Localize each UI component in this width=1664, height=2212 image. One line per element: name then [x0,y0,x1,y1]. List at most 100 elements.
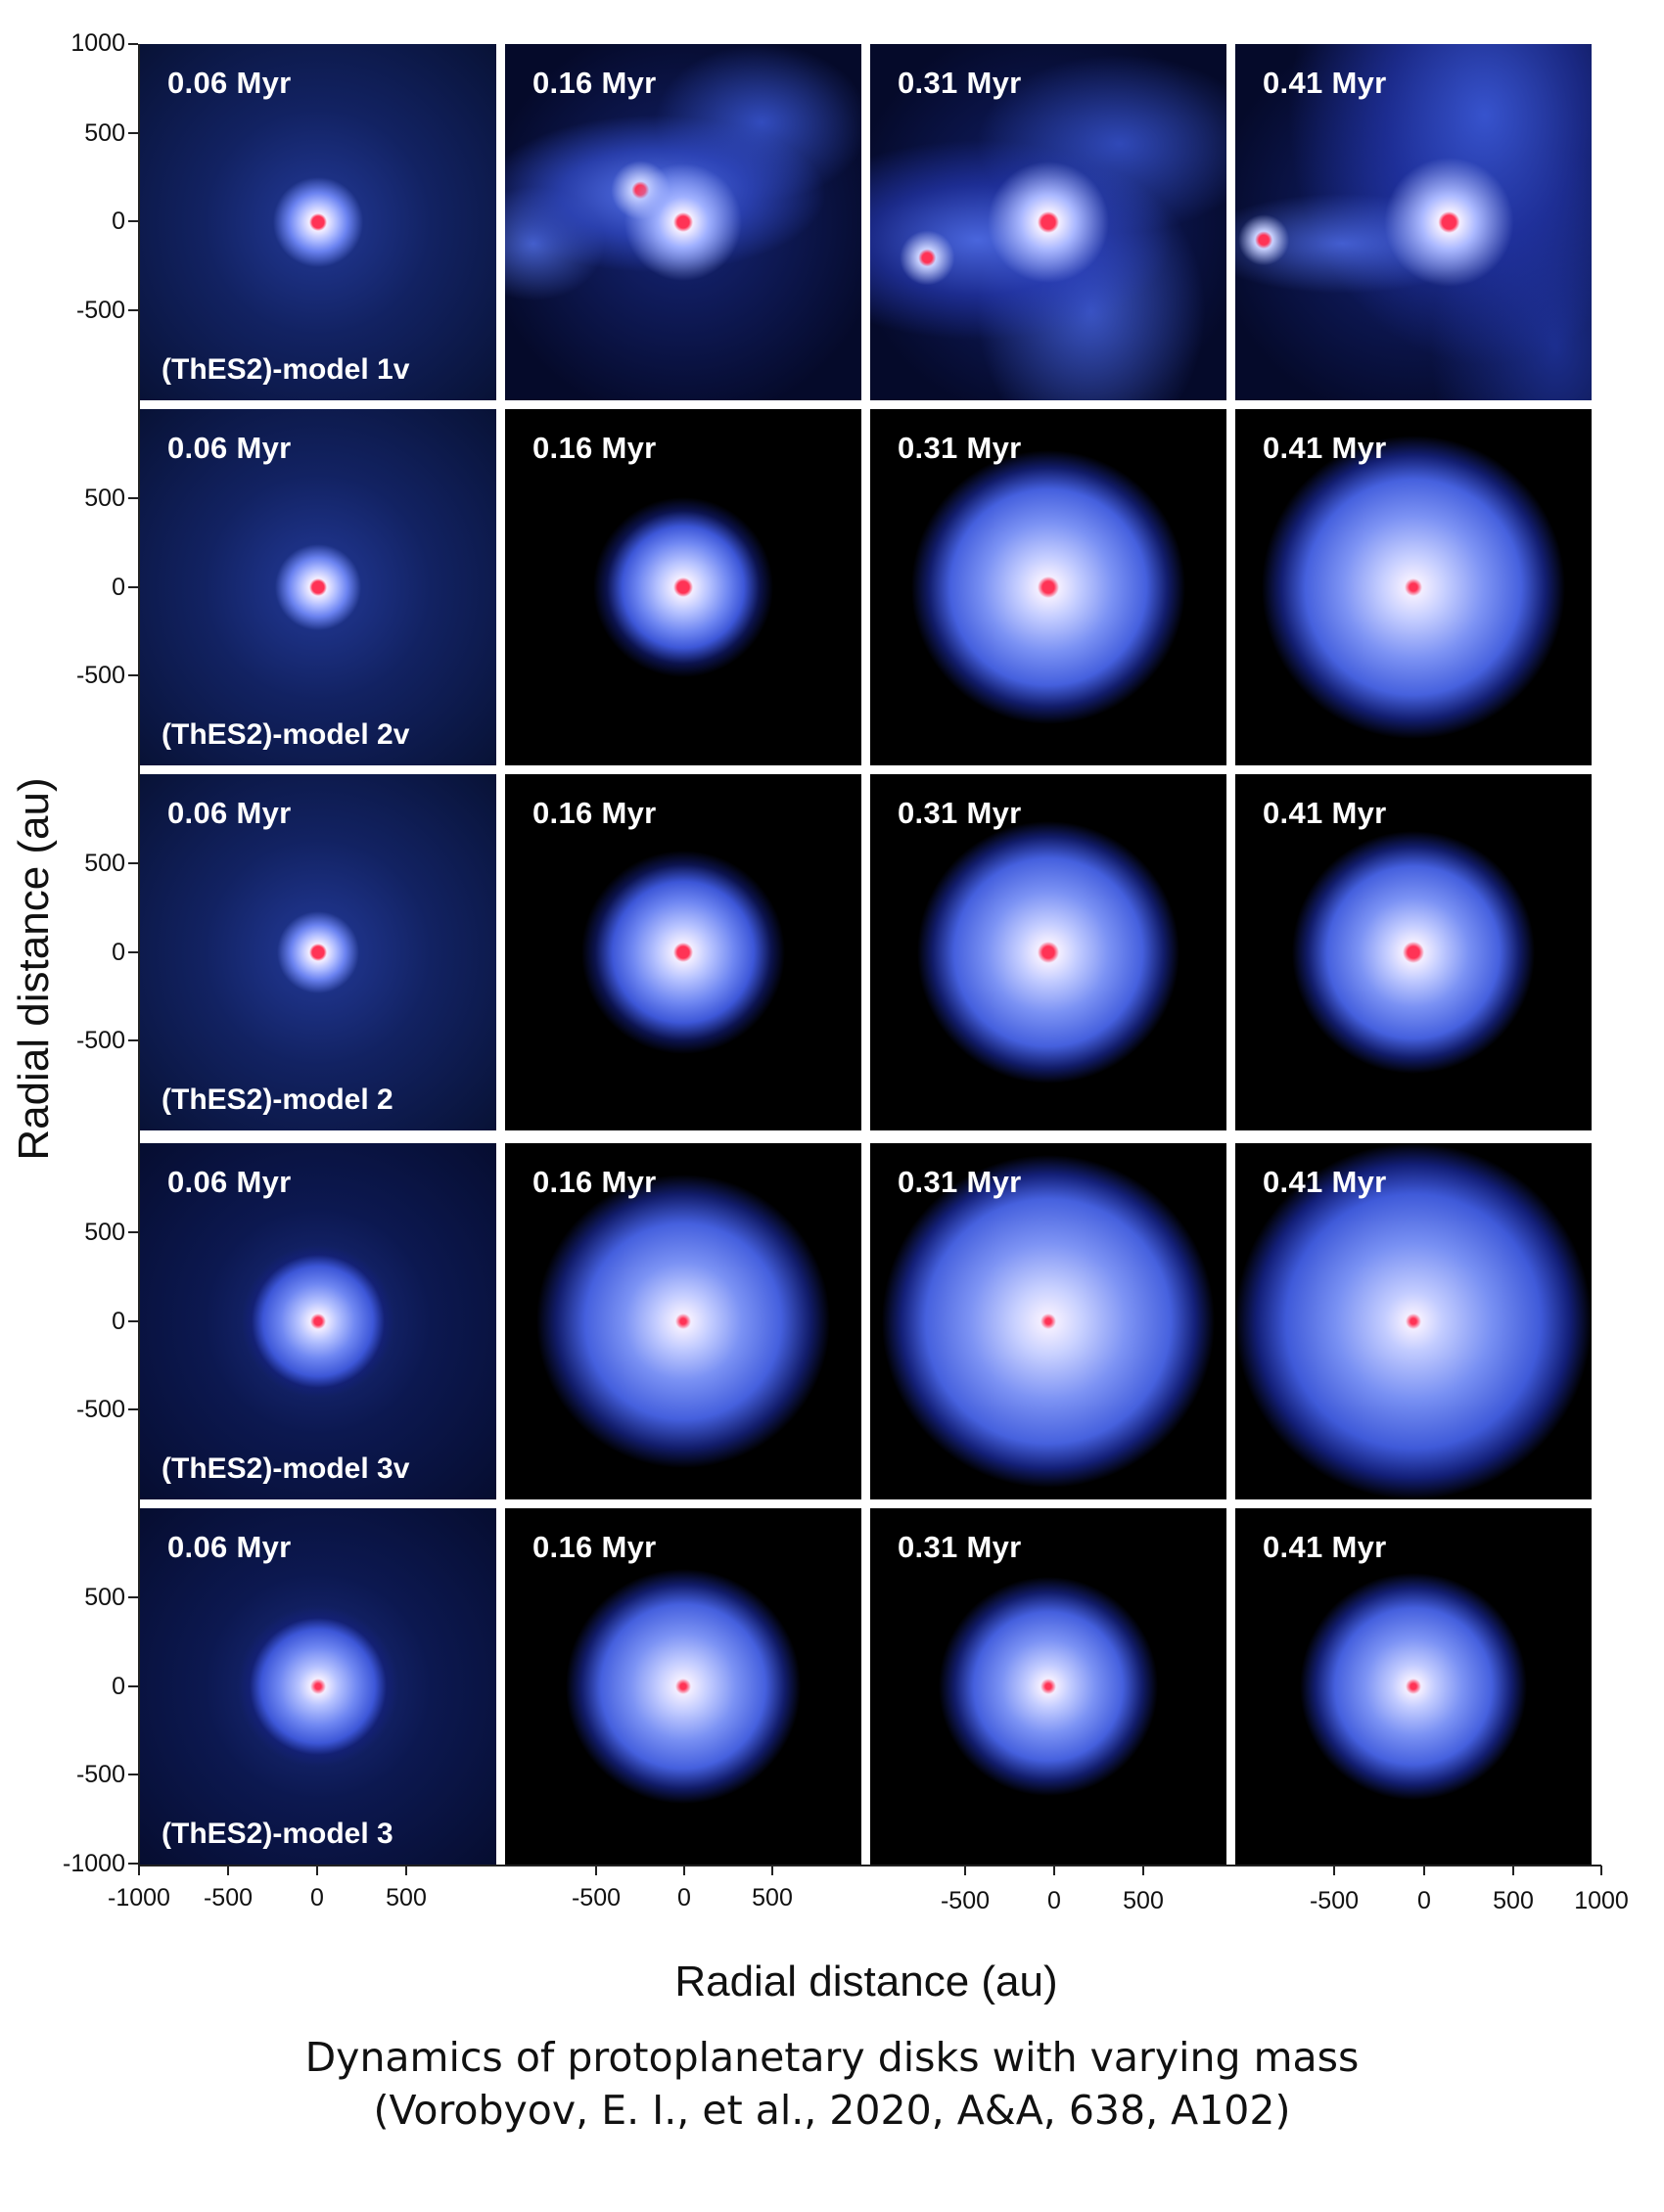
caption-line-1: Dynamics of protoplanetary disks with va… [304,2034,1360,2081]
panel-model3v-t1: 0.06 Myr (ThES2)-model 3v [140,1143,496,1499]
y-tick-label: -500 [75,662,125,689]
panel-model2-t4: 0.41 Myr [1235,774,1592,1130]
disk-simulation-image [1235,409,1592,765]
y-tick-label: 0 [112,1673,125,1700]
disk-simulation-image [1235,1508,1592,1865]
disk-simulation-image [140,409,496,765]
y-tick-label: 0 [112,1308,125,1335]
y-tick-label: 500 [84,850,125,877]
y-tick-mark [128,309,138,311]
x-tick-label: 0 [677,1884,691,1912]
x-tick-mark [1423,1866,1425,1875]
model-label: (ThES2)-model 1v [162,353,410,386]
x-tick-label: -1000 [108,1884,170,1912]
panel-model2-t3: 0.31 Myr [870,774,1226,1130]
panel-model1v-t1: 0.06 Myr (ThES2)-model 1v [140,44,496,400]
time-label: 0.16 Myr [532,796,657,830]
y-tick-mark [128,1774,138,1775]
x-axis-line [138,1865,1601,1866]
model-label: (ThES2)-model 3v [162,1452,410,1485]
time-label: 0.31 Myr [898,66,1022,100]
x-tick-label: 500 [1123,1887,1164,1914]
disk-simulation-image [505,1508,861,1865]
disk-simulation-image [140,44,496,400]
y-tick-label: 500 [84,1219,125,1246]
x-tick-label: 500 [752,1884,793,1912]
y-tick-mark [128,497,138,499]
disk-simulation-image [505,1143,861,1499]
time-label: 0.06 Myr [167,1530,292,1564]
y-tick-label: -500 [75,1027,125,1054]
panel-model2v-t4: 0.41 Myr [1235,409,1592,765]
y-tick-label: 0 [112,207,125,235]
disk-simulation-image [870,1143,1226,1499]
time-label: 0.06 Myr [167,66,292,100]
disk-simulation-image [140,1508,496,1865]
time-label: 0.16 Myr [532,66,657,100]
panel-model3-t1: 0.06 Myr (ThES2)-model 3 [140,1508,496,1865]
y-tick-mark [128,1408,138,1410]
y-tick-label: -500 [75,1761,125,1788]
disk-simulation-image [1235,44,1592,400]
disk-simulation-image [505,44,861,400]
panel-model3-t4: 0.41 Myr [1235,1508,1592,1865]
time-label: 0.06 Myr [167,431,292,465]
y-tick-mark [128,1320,138,1322]
y-tick-label: -500 [75,297,125,324]
model-label: (ThES2)-model 3 [162,1818,393,1850]
model-label: (ThES2)-model 2v [162,718,410,751]
y-tick-mark [128,220,138,222]
y-tick-mark [128,43,138,45]
panel-model2-t1: 0.06 Myr (ThES2)-model 2 [140,774,496,1130]
disk-simulation-image [1235,1143,1592,1499]
time-label: 0.31 Myr [898,1530,1022,1564]
time-label: 0.41 Myr [1263,1530,1387,1564]
disk-simulation-image [140,1143,496,1499]
time-label: 0.31 Myr [898,796,1022,830]
panel-model1v-t4: 0.41 Myr [1235,44,1592,400]
x-tick-label: 0 [1047,1887,1061,1914]
time-label: 0.16 Myr [532,1530,657,1564]
x-tick-label: -500 [203,1884,254,1912]
x-tick-mark [1600,1866,1602,1875]
y-tick-mark [128,1039,138,1041]
time-label: 0.41 Myr [1263,796,1387,830]
y-tick-mark [128,1863,138,1865]
panel-model1v-t3: 0.31 Myr [870,44,1226,400]
x-tick-mark [138,1866,140,1875]
panel-model3v-t3: 0.31 Myr [870,1143,1226,1499]
disk-simulation-image [505,774,861,1130]
panel-model3v-t2: 0.16 Myr [505,1143,861,1499]
y-tick-mark [128,951,138,953]
x-tick-mark [595,1866,597,1875]
panel-model1v-t2: 0.16 Myr [505,44,861,400]
time-label: 0.41 Myr [1263,431,1387,465]
panel-model2-t2: 0.16 Myr [505,774,861,1130]
y-tick-mark [128,674,138,676]
x-axis-title: Radial distance (au) [674,1958,1058,2005]
disk-simulation-image [870,1508,1226,1865]
y-axis-title: Radial distance (au) [10,777,58,1161]
y-tick-label: 0 [112,574,125,601]
panel-model2v-t1: 0.06 Myr (ThES2)-model 2v [140,409,496,765]
y-tick-label: 500 [84,1584,125,1611]
panel-model2v-t3: 0.31 Myr [870,409,1226,765]
disk-simulation-image [505,409,861,765]
time-label: 0.06 Myr [167,1165,292,1199]
x-tick-label: 0 [1417,1887,1431,1914]
time-label: 0.16 Myr [532,1165,657,1199]
panel-model3v-t4: 0.41 Myr [1235,1143,1592,1499]
y-tick-mark [128,1231,138,1233]
y-tick-label: 500 [84,119,125,147]
x-tick-mark [964,1866,966,1875]
time-label: 0.06 Myr [167,796,292,830]
figure-caption: Dynamics of protoplanetary disks with va… [0,2031,1664,2137]
disk-simulation-image [140,774,496,1130]
x-tick-mark [1512,1866,1514,1875]
y-tick-label: 0 [112,939,125,966]
y-tick-mark [128,586,138,588]
panel-model3-t3: 0.31 Myr [870,1508,1226,1865]
panel-model2v-t2: 0.16 Myr [505,409,861,765]
x-tick-label: 500 [1493,1887,1534,1914]
